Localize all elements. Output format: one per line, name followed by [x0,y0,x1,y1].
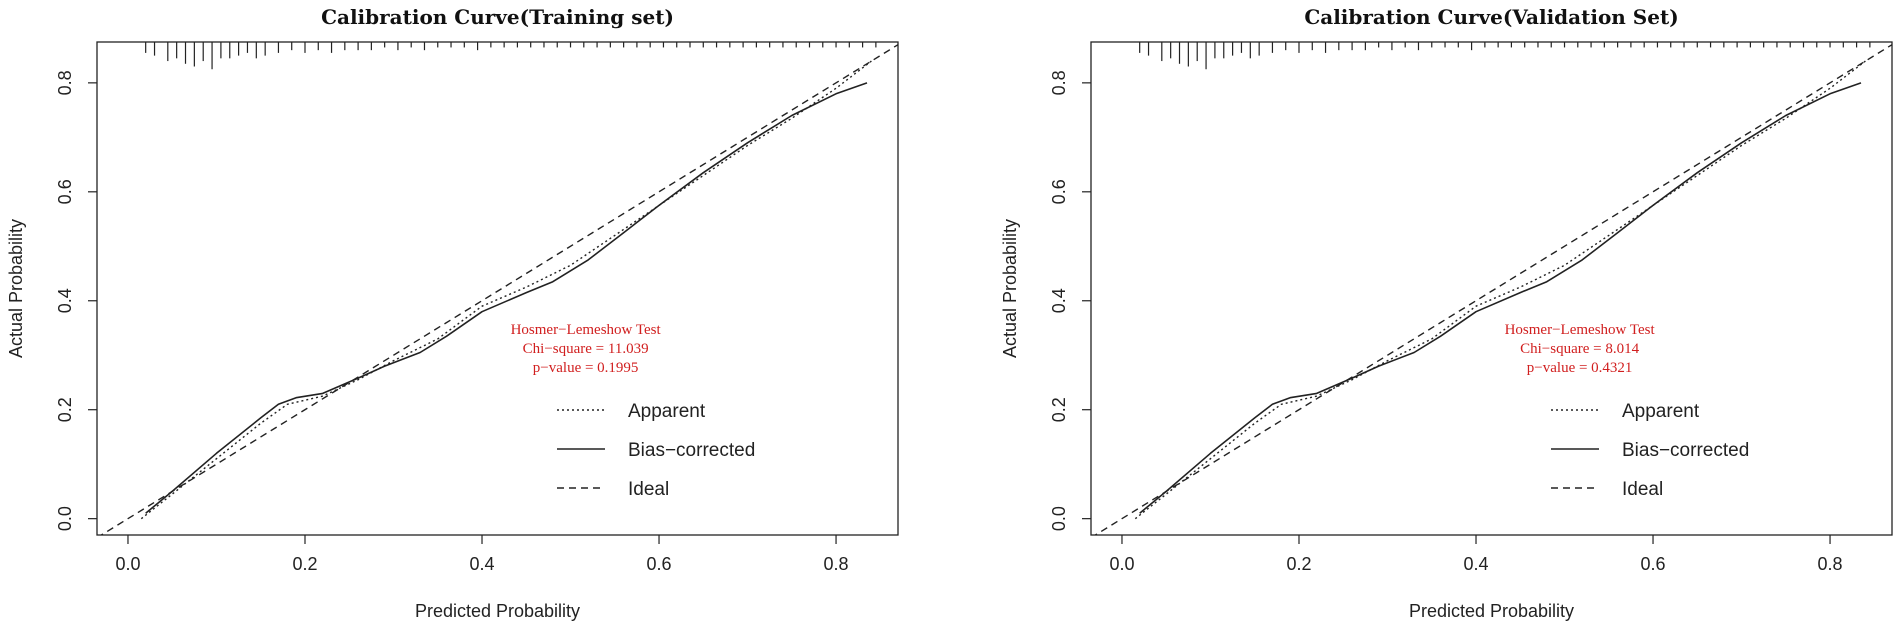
x-axis-label: Predicted Probability [1409,601,1574,621]
legend-label-2: Bias−corrected [628,440,755,461]
series-line-ideal [1094,44,1892,535]
x-tick-label: 0.0 [1109,554,1134,574]
chart-title: Calibration Curve(Validation Set) [1304,5,1678,29]
y-tick-label: 0.8 [1049,70,1069,95]
legend-label-3: Ideal [1622,479,1663,500]
y-axis-label: Actual Probability [1000,219,1020,358]
legend-label-2: Bias−corrected [1622,440,1749,461]
y-tick-label: 0.8 [55,70,75,95]
series-line-bias-corrected [1139,82,1862,514]
x-tick-label: 0.2 [1286,554,1311,574]
hl-test-title: Hosmer−Lemeshow Test [511,322,662,338]
x-tick-label: 0.6 [1641,554,1666,574]
legend-label-1: Apparent [628,401,706,422]
rug-marks [1139,42,1871,70]
series-line-apparent [1134,60,1866,520]
y-tick-label: 0.2 [1049,397,1069,422]
plot-frame [96,41,899,536]
chart-title: Calibration Curve(Training set) [321,5,674,29]
x-axis-label: Predicted Probability [415,601,580,621]
legend-label-1: Apparent [1622,401,1700,422]
x-tick-label: 0.8 [824,554,849,574]
x-tick-label: 0.0 [115,554,140,574]
y-tick-label: 0.6 [1049,179,1069,204]
y-tick-label: 0.0 [55,506,75,531]
series-lines [1094,44,1892,535]
series-line-ideal [100,44,898,535]
x-tick-label: 0.8 [1818,554,1843,574]
y-tick-label: 0.6 [55,179,75,204]
y-axis-label: Actual Probability [6,219,26,358]
legend-label-3: Ideal [628,479,669,500]
hl-p-value: p−value = 0.4321 [1527,360,1633,376]
y-tick-label: 0.0 [1049,506,1069,531]
x-tick-label: 0.4 [1463,554,1488,574]
hl-chi-square: Chi−square = 11.039 [523,341,649,357]
rug-marks [145,42,877,70]
y-tick-label: 0.4 [1049,288,1069,313]
x-tick-label: 0.6 [647,554,672,574]
chart-panel-2: Calibration Curve(Validation Set) 0.0 0.2 0… [1000,5,1893,621]
hl-test-title: Hosmer−Lemeshow Test [1505,322,1656,338]
series-lines [100,44,898,535]
series-line-bias-corrected [145,82,868,514]
x-tick-label: 0.4 [469,554,494,574]
hl-chi-square: Chi−square = 8.014 [1520,341,1639,357]
plot-frame [1090,41,1893,536]
y-tick-label: 0.2 [55,397,75,422]
y-tick-label: 0.4 [55,288,75,313]
chart-panel-1: Calibration Curve(Training set) 0.0 0.2 0.4… [6,5,899,621]
x-tick-label: 0.2 [292,554,317,574]
series-line-apparent [140,60,872,520]
hl-p-value: p−value = 0.1995 [533,360,639,376]
